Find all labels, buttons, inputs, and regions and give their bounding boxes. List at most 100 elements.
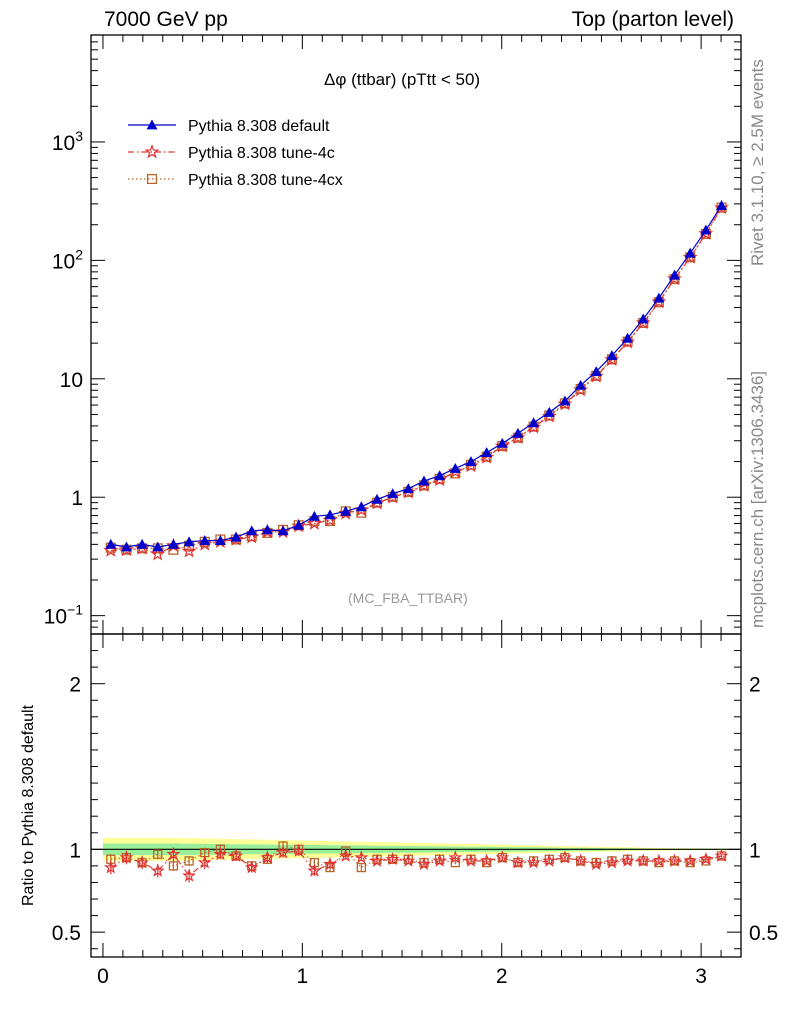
triangle-marker xyxy=(277,525,289,536)
star-marker xyxy=(542,853,557,867)
star-marker xyxy=(541,408,557,423)
star-marker xyxy=(244,860,259,874)
ratio-frame xyxy=(90,633,742,958)
triangle-marker xyxy=(199,535,211,546)
star-marker xyxy=(276,845,290,859)
mcplots-label: mcplots.cern.ch [arXiv:1306.3436] xyxy=(748,370,767,628)
triangle-marker xyxy=(700,224,712,235)
y-tick-label-right: 2 xyxy=(749,674,761,697)
triangle-marker xyxy=(120,541,132,552)
triangle-marker xyxy=(355,501,367,512)
star-marker xyxy=(291,843,306,857)
star-marker xyxy=(558,850,572,864)
star-marker xyxy=(338,848,353,862)
star-marker xyxy=(494,438,510,453)
process-label: Top (parton level) xyxy=(571,8,734,31)
y-tick-label-left: 0.5 xyxy=(52,922,81,945)
star-marker xyxy=(213,846,228,861)
star-marker xyxy=(714,199,729,215)
x-tick-label: 3 xyxy=(695,965,707,988)
triangle-marker xyxy=(637,313,649,324)
star-marker xyxy=(385,852,400,866)
triangle-marker xyxy=(653,292,665,303)
square-marker xyxy=(184,856,194,866)
star-marker xyxy=(714,848,729,862)
y-tick-label-left: 1 xyxy=(69,839,81,862)
triangle-marker xyxy=(146,119,158,130)
star-marker xyxy=(338,505,354,520)
triangle-marker xyxy=(528,417,540,428)
star-marker xyxy=(667,271,683,286)
triangle-marker xyxy=(575,379,587,390)
series-line xyxy=(110,207,723,551)
square-marker xyxy=(654,857,664,868)
star-marker xyxy=(479,853,494,867)
star-marker xyxy=(260,850,275,864)
triangle-marker xyxy=(590,366,602,377)
star-marker xyxy=(323,856,338,871)
square-marker xyxy=(168,861,179,871)
star-marker xyxy=(604,351,620,367)
star-marker xyxy=(589,856,604,871)
triangle-marker xyxy=(340,505,352,516)
star-marker xyxy=(119,850,134,864)
star-marker xyxy=(682,249,698,264)
star-marker xyxy=(103,860,118,874)
star-marker xyxy=(526,855,541,869)
star-marker xyxy=(197,536,213,551)
triangle-marker xyxy=(481,447,493,458)
star-marker xyxy=(698,852,713,866)
triangle-marker xyxy=(512,427,524,438)
triangle-marker xyxy=(387,488,399,499)
triangle-marker xyxy=(105,538,117,549)
ratio-y-axis-label: Ratio to Pythia 8.308 default xyxy=(20,704,37,906)
square-marker xyxy=(153,849,163,859)
y-tick-label: 102 xyxy=(52,246,83,273)
triangle-marker xyxy=(434,470,446,481)
y-tick-label-right: 1 xyxy=(749,839,761,862)
ratio-series-line xyxy=(110,850,722,877)
star-marker xyxy=(166,846,181,861)
star-marker xyxy=(181,543,197,558)
square-marker xyxy=(481,857,492,868)
star-marker xyxy=(401,853,416,867)
star-marker xyxy=(307,863,322,877)
star-marker xyxy=(511,855,525,869)
analysis-watermark: (MC_FBA_TTBAR) xyxy=(348,590,468,606)
star-marker xyxy=(635,315,651,330)
star-marker xyxy=(495,850,510,864)
square-marker xyxy=(685,857,695,868)
star-marker xyxy=(370,853,384,867)
star-marker xyxy=(698,225,714,241)
star-marker xyxy=(144,144,160,159)
triangle-marker xyxy=(183,536,195,547)
star-marker xyxy=(652,853,666,867)
triangle-marker xyxy=(606,350,618,361)
star-marker xyxy=(417,856,431,871)
square-marker xyxy=(356,862,366,873)
ratio-series-line xyxy=(110,845,722,869)
star-marker xyxy=(667,853,682,867)
star-marker xyxy=(135,855,149,869)
triangle-marker xyxy=(543,406,555,417)
legend-label: Pythia 8.308 default xyxy=(188,118,330,135)
main-plot: 10−1 1 10 102 103 Pythia 8.308 default Pythia … xyxy=(44,34,742,635)
x-tick-label: 2 xyxy=(496,965,508,988)
star-marker xyxy=(605,855,619,869)
star-marker xyxy=(557,396,573,411)
y-tick-label: 103 xyxy=(52,128,83,155)
y-tick-label-right: 0.5 xyxy=(749,922,778,945)
y-tick-label-left: 2 xyxy=(69,674,81,697)
triangle-marker xyxy=(167,538,179,549)
star-marker xyxy=(464,853,478,867)
plot-title: Δφ (ttbar) (pTtt < 50) xyxy=(324,70,481,89)
triangle-marker xyxy=(230,531,242,542)
star-marker xyxy=(683,853,698,867)
star-marker xyxy=(182,868,196,882)
triangle-marker xyxy=(559,395,571,406)
square-marker xyxy=(146,173,158,185)
triangle-marker xyxy=(152,541,164,552)
rivet-version-label: Rivet 3.1.10, ≥ 2.5M events xyxy=(748,59,767,266)
triangle-marker xyxy=(324,509,336,520)
triangle-marker xyxy=(308,510,320,521)
